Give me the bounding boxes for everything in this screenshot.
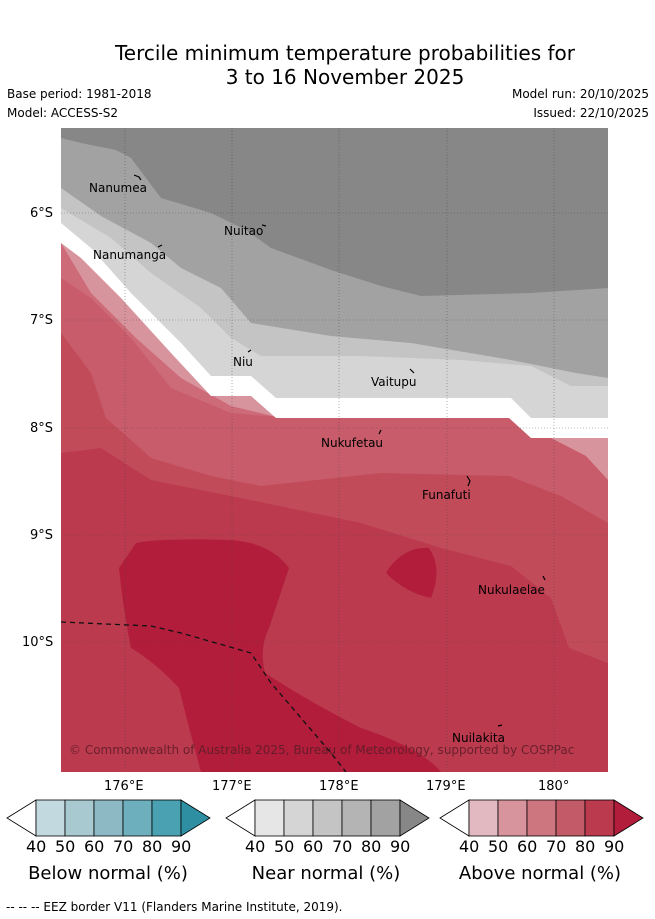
colorbar-tick-label: 60 <box>517 837 538 856</box>
eez-footnote: -- -- -- EEZ border V11 (Flanders Marine… <box>6 900 343 914</box>
place-label-nukulaelae: Nukulaelae <box>478 583 545 597</box>
above-normal-90-blob <box>386 547 437 598</box>
colorbar-title-near-normal: Near normal (%) <box>251 863 401 884</box>
colorbar-tick-label: 70 <box>546 837 567 856</box>
colorbar-title-above-normal: Above normal (%) <box>458 863 622 884</box>
colorbars <box>6 799 644 837</box>
colorbar-segment-70 <box>122 799 153 837</box>
lon-label-179e: 179°E <box>426 779 466 794</box>
map-title-line1: Tercile minimum temperature probabilitie… <box>114 41 576 65</box>
lon-label-178e: 178°E <box>319 779 359 794</box>
colorbar-segment-40 <box>35 799 66 837</box>
colorbar-segment-50 <box>64 799 95 837</box>
probability-map: Nanumea Nuitao Nanumanga Niu Vaitupu Nuk… <box>60 128 608 773</box>
colorbar-tick-label: 60 <box>84 837 105 856</box>
colorbar-tick-label: 70 <box>332 837 353 856</box>
lon-label-176e: 176°E <box>104 779 144 794</box>
island-marks <box>133 174 546 727</box>
colorbar-segment-50 <box>497 799 528 837</box>
eez-border-line <box>60 621 347 773</box>
colorbar-tick-label: 80 <box>142 837 163 856</box>
colorbar-segment-70 <box>555 799 586 837</box>
colorbar-segment-60 <box>93 799 124 837</box>
lat-label-9s: 9°S <box>30 528 54 543</box>
colorbar-segment-70 <box>341 799 372 837</box>
model-label: Model: ACCESS-S2 <box>7 106 119 120</box>
colorbar-tick-label: 50 <box>274 837 295 856</box>
colorbar-segment-60 <box>312 799 343 837</box>
colorbar-tick-label: 60 <box>303 837 324 856</box>
colorbar-segment-50 <box>283 799 314 837</box>
colorbar-tick-label: 90 <box>390 837 411 856</box>
place-label-nuitao: Nuitao <box>224 224 263 238</box>
colorbar-title-below-normal: Below normal (%) <box>28 863 188 884</box>
colorbar-tick-label: 80 <box>575 837 596 856</box>
map-title-line2: 3 to 16 November 2025 <box>225 65 465 89</box>
colorbar-tick-label: 70 <box>113 837 134 856</box>
colorbar-tick-label: 40 <box>26 837 47 856</box>
lat-label-6s: 6°S <box>30 206 54 221</box>
lon-label-180: 180° <box>538 779 570 794</box>
place-label-niu: Niu <box>233 355 253 369</box>
colorbar-segment-40 <box>254 799 285 837</box>
colorbar-segment-high <box>180 799 211 837</box>
colorbar-segment-80 <box>151 799 182 837</box>
lat-label-10s: 10°S <box>22 635 54 650</box>
place-label-nuilakita: Nuilakita <box>452 731 505 745</box>
colorbar-segment-low <box>439 799 470 837</box>
above-normal-90-region <box>119 539 441 772</box>
lon-label-177e: 177°E <box>212 779 252 794</box>
colorbar-tick-label: 50 <box>55 837 76 856</box>
graticule <box>61 128 608 772</box>
colorbar-segment-40 <box>468 799 499 837</box>
colorbar-tick-label: 90 <box>171 837 192 856</box>
copyright-notice: © Commonwealth of Australia 2025, Bureau… <box>69 743 574 757</box>
base-period-label: Base period: 1981-2018 <box>7 87 152 101</box>
place-label-vaitupu: Vaitupu <box>371 375 417 389</box>
lat-label-8s: 8°S <box>30 421 54 436</box>
colorbar-tick-label: 90 <box>604 837 625 856</box>
place-label-nanumea: Nanumea <box>89 181 147 195</box>
colorbar-above-normal <box>439 799 644 837</box>
colorbar-near-normal <box>225 799 430 837</box>
colorbar-segment-80 <box>370 799 401 837</box>
lat-label-7s: 7°S <box>30 313 54 328</box>
colorbar-segment-80 <box>584 799 615 837</box>
colorbar-segment-low <box>225 799 256 837</box>
colorbar-tick-label: 40 <box>459 837 480 856</box>
place-label-nanumanga: Nanumanga <box>93 248 166 262</box>
colorbar-segment-low <box>6 799 37 837</box>
near-normal-70-region <box>61 128 608 296</box>
colorbar-tick-label: 80 <box>361 837 382 856</box>
colorbar-tick-label: 50 <box>488 837 509 856</box>
colorbar-segment-high <box>399 799 430 837</box>
model-run-label: Model run: 20/10/2025 <box>511 87 649 101</box>
colorbar-tick-label: 40 <box>245 837 266 856</box>
colorbar-segment-60 <box>526 799 557 837</box>
place-label-funafuti: Funafuti <box>422 488 471 502</box>
place-label-nukufetau: Nukufetau <box>321 436 383 450</box>
colorbar-below-normal <box>6 799 211 837</box>
colorbar-segment-high <box>613 799 644 837</box>
issued-label: Issued: 22/10/2025 <box>533 106 649 120</box>
